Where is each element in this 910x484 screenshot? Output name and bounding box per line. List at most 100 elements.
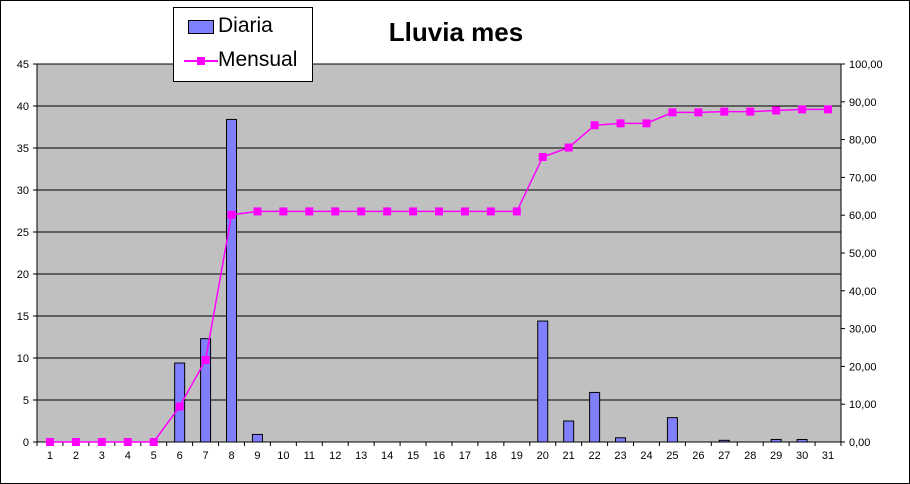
x-axis-tick-label: 13 <box>355 450 367 462</box>
chart-legend: Diaria Mensual <box>173 7 313 82</box>
x-axis-tick-label: 11 <box>304 450 315 462</box>
point-mensual <box>616 119 625 128</box>
point-mensual <box>435 207 443 216</box>
point-mensual <box>175 402 184 411</box>
right-axis-tick-label: 60,00 <box>849 210 877 222</box>
x-axis-tick-label: 16 <box>433 450 445 462</box>
x-axis-tick-label: 1 <box>47 450 53 462</box>
left-axis-tick-label: 35 <box>17 143 29 155</box>
right-axis-tick-label: 30,00 <box>849 324 877 336</box>
x-axis-tick-label: 20 <box>537 450 549 462</box>
bar-diaria <box>718 439 730 443</box>
x-axis-tick-label: 8 <box>228 450 234 462</box>
x-axis-tick-label: 3 <box>99 450 105 462</box>
x-axis-tick-label: 19 <box>511 450 523 462</box>
point-mensual <box>123 438 132 446</box>
legend-line-marker <box>197 57 205 65</box>
bar-diaria <box>200 338 212 443</box>
point-mensual <box>590 121 599 130</box>
point-mensual <box>798 105 807 114</box>
plot-area <box>36 63 842 443</box>
point-mensual <box>45 438 54 446</box>
x-axis-tick-label: 7 <box>203 450 209 462</box>
right-axis-tick-label: 40,00 <box>849 286 877 298</box>
bar-diaria <box>666 417 678 443</box>
left-axis-tick-label: 20 <box>17 269 29 281</box>
right-axis-tick-label: 100,00 <box>849 59 883 71</box>
x-axis-tick-label: 9 <box>254 450 260 462</box>
point-mensual <box>564 143 573 152</box>
left-axis-tick-label: 0 <box>23 437 29 449</box>
right-axis-tick-label: 80,00 <box>849 135 877 147</box>
left-axis-tick-label: 10 <box>17 353 29 365</box>
point-mensual <box>694 108 703 117</box>
point-mensual <box>279 207 288 216</box>
x-axis-tick-label: 28 <box>744 450 756 462</box>
right-axis-tick-label: 50,00 <box>849 248 877 260</box>
x-axis-tick-label: 27 <box>718 450 730 462</box>
point-mensual <box>824 105 833 114</box>
bar-diaria <box>251 433 263 443</box>
left-axis-tick-label: 15 <box>17 311 29 323</box>
legend-label-mensual: Mensual <box>218 48 298 71</box>
point-mensual <box>668 108 677 117</box>
point-mensual <box>409 207 418 216</box>
left-axis-tick-label: 5 <box>23 395 29 407</box>
bar-diaria <box>615 437 627 443</box>
x-axis-tick-label: 31 <box>822 450 834 462</box>
bar-diaria <box>770 438 782 443</box>
left-axis-tick-label: 45 <box>17 59 29 71</box>
x-axis-tick-label: 25 <box>666 450 678 462</box>
x-axis-tick-label: 6 <box>177 450 183 462</box>
x-axis-tick-label: 2 <box>73 450 79 462</box>
x-axis-tick-label: 26 <box>692 450 704 462</box>
point-mensual <box>642 119 651 128</box>
x-axis-tick-label: 12 <box>329 450 341 462</box>
x-axis-tick-label: 4 <box>125 450 131 462</box>
right-axis-tick-label: 10,00 <box>849 399 877 411</box>
point-mensual <box>331 207 340 216</box>
x-axis-tick-label: 24 <box>640 450 652 462</box>
point-mensual <box>201 355 210 364</box>
point-mensual <box>227 210 236 219</box>
left-axis-tick-label: 30 <box>17 185 29 197</box>
x-axis-tick-label: 30 <box>796 450 808 462</box>
legend-bar-swatch <box>188 20 214 34</box>
point-mensual <box>71 438 80 446</box>
x-axis-tick-label: 18 <box>485 450 497 462</box>
x-axis-tick-label: 29 <box>770 450 782 462</box>
point-mensual <box>512 207 521 216</box>
bar-diaria <box>226 118 238 443</box>
bar-diaria <box>796 438 808 443</box>
point-mensual <box>383 207 392 216</box>
legend-label-diaria: Diaria <box>218 14 273 37</box>
point-mensual <box>305 207 314 216</box>
bar-diaria <box>589 391 601 443</box>
point-mensual <box>486 207 495 216</box>
point-mensual <box>538 152 547 161</box>
right-axis-tick-label: 90,00 <box>849 97 877 109</box>
point-mensual <box>720 107 729 116</box>
right-axis-tick-label: 0,00 <box>849 437 870 449</box>
point-mensual <box>149 438 158 446</box>
x-axis-tick-label: 17 <box>459 450 471 462</box>
right-axis-tick-label: 70,00 <box>849 172 877 184</box>
x-axis-tick-label: 23 <box>614 450 626 462</box>
point-mensual <box>746 107 755 116</box>
point-mensual <box>357 207 366 216</box>
x-axis-tick-label: 21 <box>563 450 575 462</box>
x-axis-tick-label: 5 <box>151 450 157 462</box>
bar-diaria <box>537 320 549 443</box>
point-mensual <box>97 438 106 446</box>
legend-item-diaria: Diaria <box>174 12 312 42</box>
x-axis-tick-label: 14 <box>381 450 393 462</box>
point-mensual <box>772 106 781 115</box>
point-mensual <box>460 207 469 216</box>
x-axis-tick-label: 22 <box>588 450 600 462</box>
right-axis-tick-label: 20,00 <box>849 361 877 373</box>
point-mensual <box>253 207 262 216</box>
x-axis-tick-label: 15 <box>407 450 419 462</box>
left-axis-tick-label: 25 <box>17 227 29 239</box>
